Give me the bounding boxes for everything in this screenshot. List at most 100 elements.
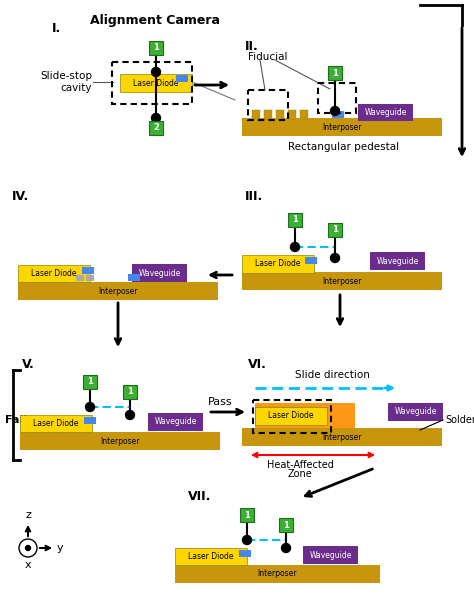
- Text: Laser Diode: Laser Diode: [188, 552, 234, 561]
- Bar: [300, 110, 308, 119]
- Text: VI.: VI.: [248, 358, 267, 371]
- Bar: [328, 223, 342, 237]
- Bar: [18, 265, 90, 282]
- Text: Laser Diode: Laser Diode: [133, 78, 179, 87]
- Text: Fail: Fail: [5, 415, 27, 425]
- Bar: [82, 267, 94, 274]
- Bar: [318, 83, 356, 113]
- Bar: [264, 110, 272, 119]
- Circle shape: [152, 113, 161, 122]
- Bar: [242, 272, 442, 290]
- Text: Waveguide: Waveguide: [138, 268, 181, 277]
- Bar: [388, 403, 443, 421]
- Bar: [149, 41, 163, 55]
- Text: Waveguide: Waveguide: [155, 417, 197, 426]
- Text: 1: 1: [332, 69, 338, 78]
- Bar: [175, 548, 247, 565]
- Text: x: x: [25, 560, 31, 570]
- Text: Waveguide: Waveguide: [310, 551, 352, 560]
- Circle shape: [19, 539, 37, 557]
- Text: 2: 2: [153, 124, 159, 133]
- Bar: [239, 550, 251, 557]
- Bar: [253, 400, 331, 433]
- Text: Laser Diode: Laser Diode: [33, 419, 79, 428]
- Circle shape: [330, 253, 339, 262]
- Bar: [255, 403, 355, 435]
- Bar: [328, 66, 342, 80]
- Bar: [248, 90, 288, 120]
- Text: Fiducial: Fiducial: [248, 52, 288, 62]
- Bar: [288, 213, 302, 227]
- Text: Alignment Camera: Alignment Camera: [90, 14, 220, 27]
- Text: Laser Diode: Laser Diode: [31, 269, 77, 278]
- Bar: [240, 508, 254, 522]
- Bar: [175, 565, 380, 583]
- Bar: [20, 432, 220, 450]
- Text: Interposer: Interposer: [322, 122, 362, 131]
- Text: 1: 1: [153, 43, 159, 52]
- Text: Rectangular pedestal: Rectangular pedestal: [289, 142, 400, 152]
- Text: Interposer: Interposer: [98, 286, 138, 295]
- Text: 1: 1: [127, 388, 133, 397]
- Text: Interposer: Interposer: [322, 277, 362, 285]
- Text: Interposer: Interposer: [258, 569, 297, 578]
- Bar: [128, 274, 140, 281]
- Bar: [18, 282, 218, 300]
- Bar: [303, 546, 358, 564]
- Bar: [305, 257, 317, 264]
- Text: Slide direction: Slide direction: [295, 370, 370, 380]
- Text: I.: I.: [52, 22, 61, 35]
- Circle shape: [291, 242, 300, 251]
- Circle shape: [330, 107, 339, 116]
- Text: Laser Diode: Laser Diode: [255, 259, 301, 268]
- Text: II.: II.: [245, 40, 259, 53]
- Text: Interposer: Interposer: [100, 437, 140, 446]
- Bar: [20, 415, 92, 432]
- Text: III.: III.: [245, 190, 263, 203]
- Bar: [120, 74, 192, 92]
- Bar: [242, 428, 442, 446]
- Bar: [370, 252, 425, 270]
- Bar: [148, 413, 203, 431]
- Bar: [86, 275, 94, 281]
- Bar: [252, 110, 260, 119]
- Bar: [149, 121, 163, 135]
- Text: Heat-Affected: Heat-Affected: [266, 460, 333, 470]
- Circle shape: [26, 546, 30, 551]
- Circle shape: [282, 543, 291, 552]
- Bar: [242, 118, 442, 136]
- Bar: [358, 104, 413, 121]
- Bar: [242, 255, 314, 273]
- Text: 1: 1: [244, 511, 250, 520]
- Circle shape: [152, 68, 161, 77]
- Text: 1: 1: [87, 377, 93, 387]
- Text: 1: 1: [292, 215, 298, 224]
- Bar: [255, 407, 327, 425]
- Bar: [84, 417, 96, 424]
- Bar: [112, 62, 192, 104]
- Text: Slide-stop
cavity: Slide-stop cavity: [40, 71, 92, 93]
- Text: Waveguide: Waveguide: [376, 256, 419, 265]
- Bar: [288, 110, 296, 119]
- Circle shape: [85, 402, 94, 411]
- Text: Laser Diode: Laser Diode: [268, 411, 314, 420]
- Bar: [83, 375, 97, 389]
- Text: VII.: VII.: [188, 490, 211, 503]
- Bar: [279, 518, 293, 532]
- Bar: [132, 264, 187, 282]
- Text: 1: 1: [283, 520, 289, 529]
- Text: y: y: [57, 543, 64, 553]
- Bar: [76, 275, 84, 281]
- Text: Pass: Pass: [208, 397, 232, 407]
- Text: Waveguide: Waveguide: [394, 408, 437, 417]
- Bar: [332, 111, 344, 118]
- Text: Interposer: Interposer: [322, 432, 362, 441]
- Text: Waveguide: Waveguide: [365, 108, 407, 117]
- Text: V.: V.: [22, 358, 35, 371]
- Bar: [176, 75, 188, 82]
- Text: Solder: Solder: [445, 415, 474, 425]
- Text: Zone: Zone: [288, 469, 312, 479]
- Circle shape: [243, 535, 252, 545]
- Text: z: z: [25, 510, 31, 520]
- Text: IV.: IV.: [12, 190, 29, 203]
